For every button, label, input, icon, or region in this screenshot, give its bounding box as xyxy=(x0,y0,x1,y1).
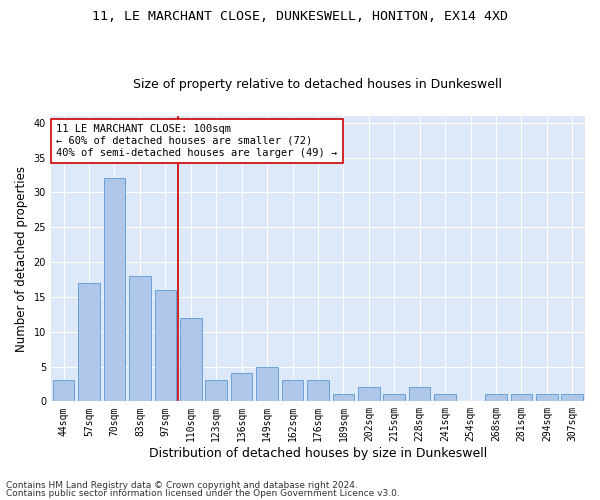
Bar xyxy=(511,394,532,402)
Bar xyxy=(104,178,125,402)
Title: Size of property relative to detached houses in Dunkeswell: Size of property relative to detached ho… xyxy=(133,78,502,91)
Bar xyxy=(205,380,227,402)
Bar xyxy=(180,318,202,402)
Text: Contains HM Land Registry data © Crown copyright and database right 2024.: Contains HM Land Registry data © Crown c… xyxy=(6,481,358,490)
Bar xyxy=(536,394,557,402)
Bar xyxy=(231,374,253,402)
Bar xyxy=(562,394,583,402)
Bar xyxy=(332,394,354,402)
Bar xyxy=(307,380,329,402)
Text: 11, LE MARCHANT CLOSE, DUNKESWELL, HONITON, EX14 4XD: 11, LE MARCHANT CLOSE, DUNKESWELL, HONIT… xyxy=(92,10,508,23)
Bar xyxy=(282,380,304,402)
X-axis label: Distribution of detached houses by size in Dunkeswell: Distribution of detached houses by size … xyxy=(149,447,487,460)
Bar xyxy=(129,276,151,402)
Bar xyxy=(383,394,405,402)
Bar xyxy=(256,366,278,402)
Bar xyxy=(53,380,74,402)
Bar xyxy=(409,388,430,402)
Bar xyxy=(358,388,380,402)
Text: Contains public sector information licensed under the Open Government Licence v3: Contains public sector information licen… xyxy=(6,488,400,498)
Text: 11 LE MARCHANT CLOSE: 100sqm
← 60% of detached houses are smaller (72)
40% of se: 11 LE MARCHANT CLOSE: 100sqm ← 60% of de… xyxy=(56,124,338,158)
Bar xyxy=(78,283,100,402)
Y-axis label: Number of detached properties: Number of detached properties xyxy=(15,166,28,352)
Bar xyxy=(485,394,507,402)
Bar xyxy=(155,290,176,402)
Bar xyxy=(434,394,456,402)
